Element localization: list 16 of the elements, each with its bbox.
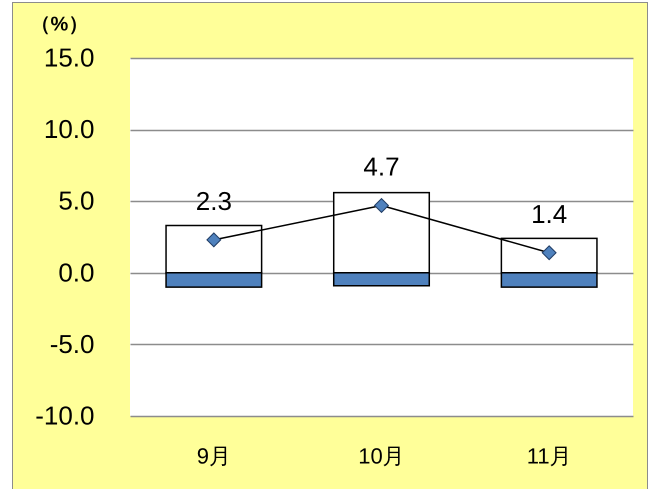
point <box>374 198 389 213</box>
data-label: 4.7 <box>363 151 400 182</box>
y-tick-label: 10.0 <box>44 114 94 144</box>
x-tick-label: 10月 <box>358 444 405 468</box>
y-tick-label: -5.0 <box>50 328 94 359</box>
y-tick-label: 0.0 <box>58 257 94 288</box>
point <box>542 245 557 260</box>
y-tick-label: -10.0 <box>35 400 94 430</box>
y-tick-label: 5.0 <box>58 186 94 216</box>
point <box>206 232 222 248</box>
data-label: 2.3 <box>196 186 232 216</box>
x-tick-label: 11月 <box>526 444 572 468</box>
data-label: 1.4 <box>531 198 568 229</box>
y-axis-title: （%） <box>30 14 88 36</box>
y-tick-label: 15.0 <box>44 42 94 72</box>
x-tick-label: 9月 <box>196 444 231 468</box>
